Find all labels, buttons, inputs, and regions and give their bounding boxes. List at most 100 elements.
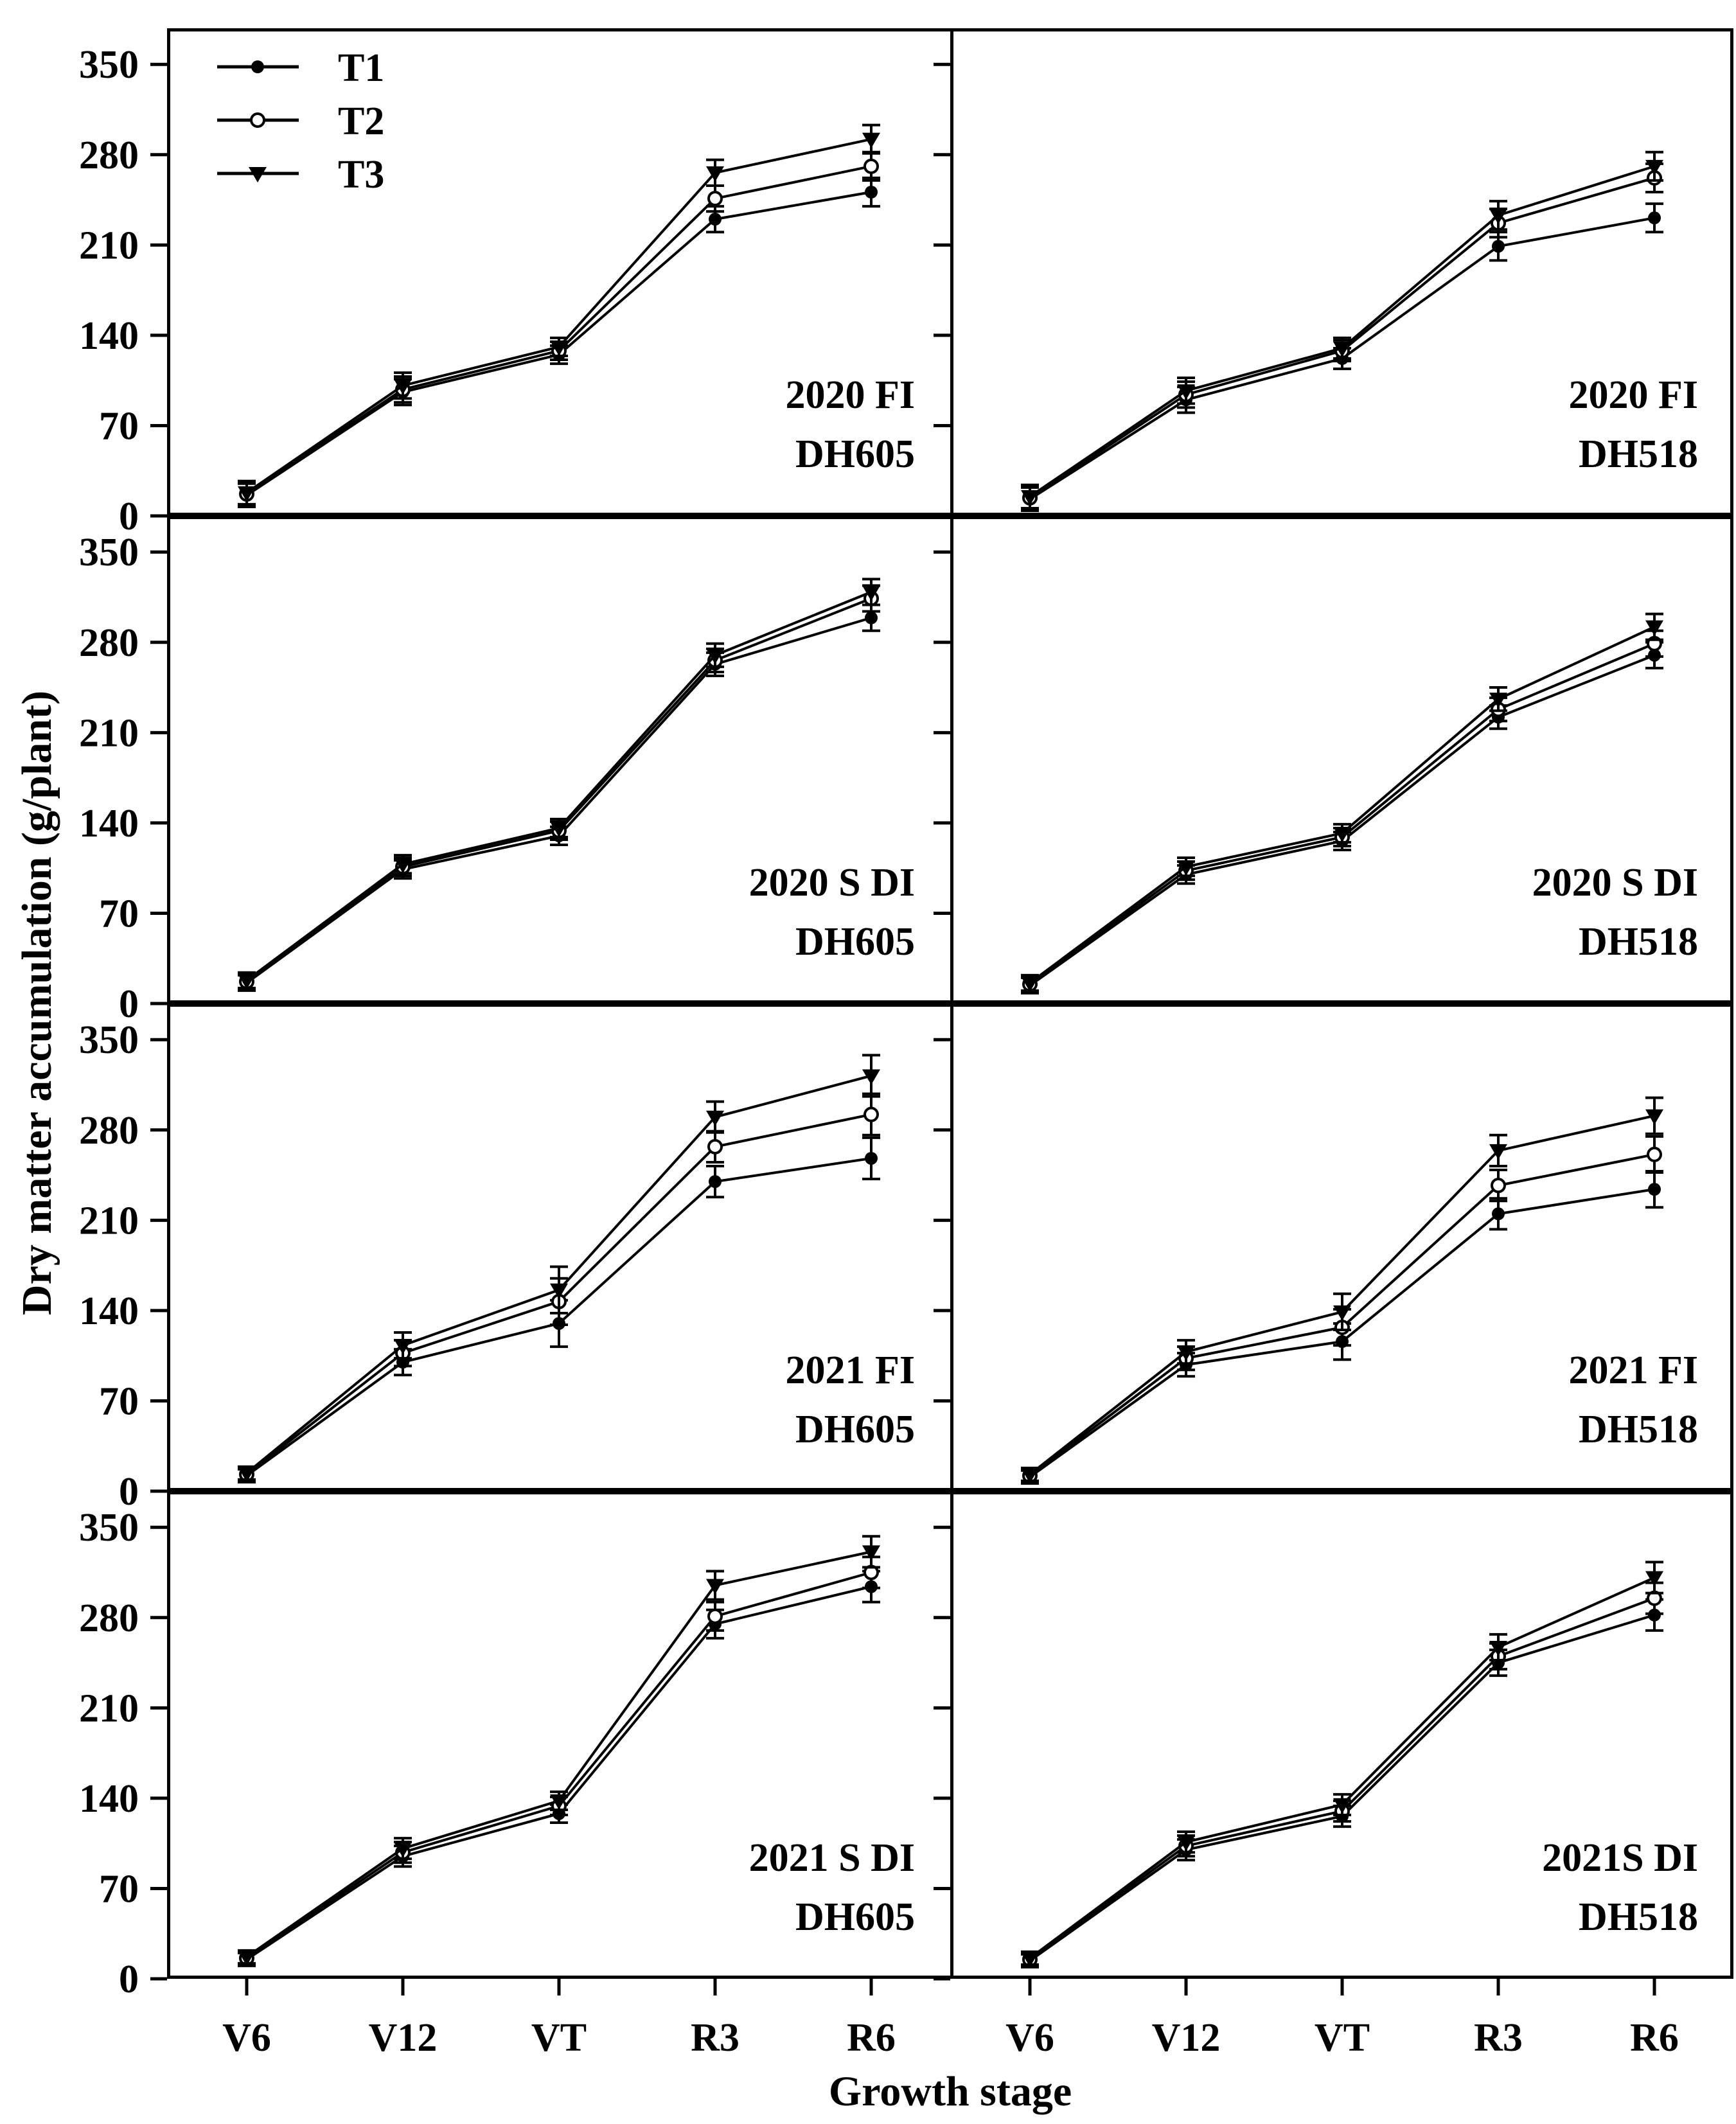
y-tick-label: 140 <box>79 802 139 845</box>
data-point-filled-circle <box>865 611 878 624</box>
data-point-triangle-down <box>1333 826 1351 842</box>
x-axis-title: Growth stage <box>828 2068 1072 2115</box>
data-point-triangle-down <box>394 379 412 395</box>
panel-plot: 0 70 140 210 280 350 V6 V12 VT R3 R6 2021 S DI DH605 <box>79 1491 950 2060</box>
data-point-triangle-down <box>1021 976 1039 992</box>
panel-plot: 0 70 140 210 280 350 2020 S DI DH605 <box>79 516 950 1026</box>
y-tick-label: 280 <box>79 134 139 177</box>
panel-label-line2: DH605 <box>795 1408 915 1451</box>
y-tick-label: 70 <box>99 1379 139 1423</box>
panel-label-line1: 2020 S DI <box>749 861 915 905</box>
x-tick-label: R3 <box>1474 2016 1523 2060</box>
legend-item-T3: T3 <box>217 153 384 197</box>
data-point-triangle-down <box>1177 1836 1195 1852</box>
series-line-T2 <box>245 597 872 983</box>
x-tick-label: V6 <box>1005 2016 1054 2060</box>
panel-2020FI-DH605: 0 70 140 210 280 350 2020 FI DH605 T1 T2 T3 <box>79 28 950 538</box>
y-tick-label: 350 <box>79 1018 139 1062</box>
y-tick-label: 210 <box>79 1686 139 1730</box>
panel-plot: 2021 FI DH518 <box>934 1004 1733 1493</box>
data-point-triangle-down <box>394 858 412 874</box>
legend-label: T2 <box>338 100 384 143</box>
data-point-triangle-down <box>550 1794 568 1810</box>
data-point-triangle-down <box>862 132 880 148</box>
panel-label-line1: 2020 S DI <box>1532 861 1698 905</box>
y-tick-label: 70 <box>99 892 139 935</box>
data-point-open-circle <box>707 1138 723 1155</box>
y-axis-title: Dry matter accumulation (g/plant) <box>13 690 60 1316</box>
series-line-T1 <box>1029 653 1655 987</box>
data-point-filled-circle <box>865 186 878 199</box>
data-point-triangle-down <box>1333 1305 1351 1321</box>
legend-item-T1: T1 <box>217 46 384 90</box>
data-point-triangle-down <box>706 1110 724 1126</box>
y-tick-label: 70 <box>99 404 139 448</box>
series-line-T3 <box>1029 1576 1655 1960</box>
data-point-triangle-down <box>706 1579 724 1595</box>
x-tick-label: V6 <box>222 2016 271 2060</box>
panel-label-line1: 2021 FI <box>1569 1349 1699 1392</box>
panel-label-line1: 2021 FI <box>786 1349 916 1392</box>
data-point-filled-circle <box>1492 1207 1505 1221</box>
panel-2020SDI-DH605: 0 70 140 210 280 350 2020 S DI DH605 <box>79 516 950 1026</box>
legend-label: T1 <box>338 46 384 90</box>
data-point-open-circle <box>707 191 723 207</box>
x-tick-label: VT <box>1315 2016 1370 2060</box>
legend-label: T3 <box>338 153 384 197</box>
y-tick-label: 140 <box>79 1289 139 1333</box>
series-line-T2 <box>1029 642 1655 986</box>
series-line-T2 <box>245 164 872 495</box>
data-point-triangle-down <box>1489 693 1507 709</box>
data-point-filled-circle <box>1492 240 1505 253</box>
data-point-open-circle <box>864 1106 879 1122</box>
y-tick-label: 0 <box>119 1470 139 1514</box>
data-point-triangle-down <box>394 1339 412 1355</box>
data-point-filled-circle <box>251 60 264 73</box>
y-tick-label: 0 <box>119 1958 139 2001</box>
data-point-triangle-down <box>862 585 880 601</box>
data-point-filled-circle <box>1648 211 1661 225</box>
panel-2021SDI-DH605: 0 70 140 210 280 350 V6 V12 VT R3 R6 2021 S DI DH605 <box>79 1491 950 2060</box>
data-point-filled-circle <box>709 213 722 226</box>
panel-label-line2: DH605 <box>795 432 915 476</box>
data-point-triangle-down <box>1177 1345 1195 1361</box>
data-point-triangle-down <box>238 1466 256 1482</box>
x-tick-label: R6 <box>1630 2016 1679 2060</box>
data-point-triangle-down <box>238 973 256 989</box>
data-point-triangle-down <box>550 1283 568 1299</box>
y-tick-label: 280 <box>79 1597 139 1640</box>
x-tick-label: R6 <box>847 2016 896 2060</box>
y-tick-label: 70 <box>99 1867 139 1911</box>
data-point-open-circle <box>1647 1146 1662 1162</box>
panel-label-line2: DH518 <box>1579 432 1698 476</box>
y-tick-label: 140 <box>79 314 139 358</box>
series-line-T1 <box>245 1585 872 1961</box>
panel-plot: V6 V12 VT R3 R6 2021S DI DH518 <box>934 1491 1733 2060</box>
data-point-triangle-down <box>862 1069 880 1085</box>
data-point-filled-circle <box>1648 1183 1661 1196</box>
data-point-triangle-down <box>1489 209 1507 225</box>
data-point-triangle-down <box>1645 159 1663 175</box>
panel-plot: 2020 S DI DH518 <box>934 516 1733 1005</box>
panel-2020SDI-DH518: 2020 S DI DH518 <box>934 516 1733 1005</box>
data-point-triangle-down <box>862 1545 880 1561</box>
data-point-triangle-down <box>1177 860 1195 876</box>
data-point-triangle-down <box>1333 1798 1351 1814</box>
x-tick-label: V12 <box>369 2016 438 2060</box>
data-point-open-circle <box>1491 1178 1506 1194</box>
y-tick-label: 350 <box>79 43 139 87</box>
panel-label-line2: DH605 <box>795 1895 915 1939</box>
y-tick-label: 140 <box>79 1777 139 1821</box>
y-tick-label: 210 <box>79 224 139 267</box>
series-line-T1 <box>245 616 872 984</box>
y-tick-label: 0 <box>119 495 139 538</box>
panel-label-line1: 2021S DI <box>1542 1836 1698 1880</box>
panel-2021FI-DH605: 0 70 140 210 280 350 2021 FI DH605 <box>79 1004 950 1514</box>
data-point-triangle-down <box>550 340 568 356</box>
panel-label-line2: DH605 <box>795 920 915 964</box>
panel-label-line2: DH518 <box>1579 920 1698 964</box>
legend-item-T2: T2 <box>217 100 384 143</box>
data-point-triangle-down <box>1021 1467 1039 1483</box>
panel-2021SDI-DH518: V6 V12 VT R3 R6 2021S DI DH518 <box>934 1491 1733 2060</box>
